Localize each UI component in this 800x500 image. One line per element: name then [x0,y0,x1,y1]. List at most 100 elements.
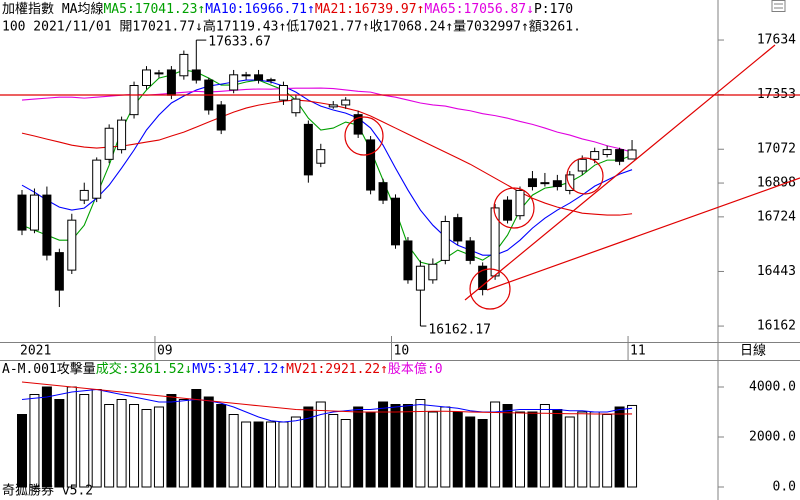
candle-body [129,85,139,116]
candle-body [67,219,77,271]
chart-title: A-M.001攻擊量 [2,361,96,377]
candle-body [415,265,425,291]
candle-body [104,127,114,160]
volume-bar [129,404,140,488]
legend-entry: MA65:17056.87↓ [424,2,534,17]
drawn-circle [344,116,384,156]
candle-body [154,72,164,75]
candle-body [565,174,575,191]
candle-body [328,104,338,108]
candle-body [615,149,625,162]
volume-bar [241,421,252,488]
volume-bar [41,386,52,488]
legend-entry: MA5:17041.23↑ [103,2,205,17]
candle-body [241,74,251,77]
volume-bar [17,414,27,488]
candle-body [79,189,89,201]
candle-body [303,123,313,176]
volume-bar [116,399,127,488]
candle-body [490,207,500,277]
legend-entry: MV21:2921.22↑ [286,362,388,377]
volume-bar [402,404,413,488]
chart-subtitle: 100 2021/11/01 開17021.77↓高17119.43↑低1702… [2,19,581,35]
volume-bar [328,414,339,488]
candle-body [503,199,513,221]
candle-body [179,53,189,77]
mv-line [21,388,633,423]
candle-body [527,178,537,188]
candle-body [602,149,612,155]
legend-entry: MA10:16966.71↑ [205,2,315,17]
candle-body [366,139,376,191]
candle-body [142,69,151,86]
volume-bar [539,404,550,488]
volume-bar [141,409,152,488]
candle-body [17,194,27,231]
ma-line [21,79,633,256]
volume-bar [589,411,600,488]
volume-bar [415,399,426,488]
candle-body [29,194,39,231]
volume-bar [166,394,177,488]
chart-title: 加權指數 MA均線 [2,1,103,17]
legend: 加權指數 MA均線MA5:17041.23↑MA10:16966.71↑MA21… [2,1,573,17]
drawn-trend-line [464,44,776,301]
candle-body [291,98,301,114]
volume-bar [427,411,438,488]
annotation: 16162.17 [428,323,491,338]
candle-body [552,180,562,188]
volume-bar [203,396,214,488]
volume-bar [266,421,276,488]
legend: A-M.001攻擊量成交:3261.52↓MV5:3147.12↑MV21:29… [2,361,443,377]
mv-line [21,381,633,415]
x-tick-label: 11 [630,344,646,359]
candle-body [266,79,276,82]
candle-body [403,240,413,281]
candle-body [54,252,64,291]
candle-body [216,104,226,131]
volume-bar [91,389,102,488]
candle-body [440,221,450,261]
volume-bar [290,416,301,488]
volume-bar [79,394,90,488]
y-tick-label: 0.0 [773,480,796,495]
legend-entry: P:170 [534,2,573,17]
volume-bar [54,399,65,488]
candle-body [391,197,400,246]
volume-bar [340,419,351,488]
volume-bar [378,401,389,488]
y-tick-label: 16898 [757,176,796,191]
volume-bar [527,411,538,488]
volume-bar [365,411,376,488]
footer: 奇狐勝券 v5.2 [2,483,93,499]
candle-body [278,85,288,101]
volume-bar [353,406,364,488]
y-tick-label: 16443 [757,264,796,279]
candle-body [42,194,52,256]
legend-entry: MV5:3147.12↑ [192,362,286,377]
candle-body [254,74,264,81]
y-tick-label: 16162 [757,319,796,334]
legend-entry: 股本億:0 [388,361,443,377]
x-tick-label: 10 [394,344,410,359]
user-drawings [0,44,800,310]
candle-body [166,69,176,96]
menu-icon[interactable] [771,0,786,12]
drawn-circle [469,268,511,310]
drawn-trend-line [486,177,800,291]
volume-panel: 0.0 2000.0 4000.0 [17,380,796,495]
x-tick-label: 2021 [20,344,51,359]
volume-bar [66,386,77,488]
candle-body [515,189,525,217]
candle-body [191,69,201,81]
annotation: 17633.67 [208,35,271,50]
volume-bar [440,406,451,488]
volume-bar [216,404,227,488]
x-tick-label: 09 [157,344,173,359]
volume-bar [452,411,463,488]
volume-bar [502,404,513,488]
candle-body [590,151,600,160]
y-tick-label: 4000.0 [749,380,796,395]
legend-entry: MA21:16739.97↑ [315,2,425,17]
